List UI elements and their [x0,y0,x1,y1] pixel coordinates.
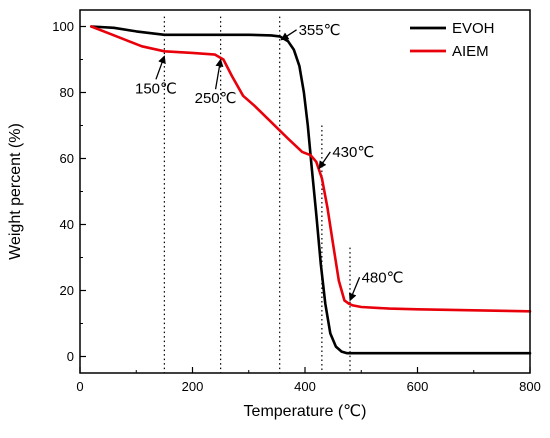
y-tick-label: 80 [60,85,74,100]
series-line-aiem [90,25,532,313]
annotation-arrow-3 [318,151,331,170]
plot-frame [79,9,531,374]
annotation-arrow-4 [348,277,361,302]
x-tick-label: 800 [519,379,541,394]
y-tick-label: 100 [52,19,74,34]
annotation-arrow-0 [155,55,166,80]
x-tick-label: 0 [76,379,83,394]
x-tick-label: 200 [182,379,204,394]
annotation-label-0: 150℃ [135,80,177,97]
y-tick-label: 20 [60,283,74,298]
annotation-label-2: 355℃ [299,22,341,39]
legend-label-aiem: AIEM [452,43,489,60]
annotations: 150℃ 250℃ 355℃ 430℃ 480℃ [135,22,404,302]
y-axis-title: Weight percent (%) [7,123,24,260]
x-tick-label: 600 [407,379,429,394]
y-tick-label: 60 [60,151,74,166]
legend-label-evoh: EVOH [452,20,495,37]
x-tick-label: 400 [294,379,316,394]
annotation-arrow-1 [214,58,224,90]
y-tick-label: 0 [67,349,74,364]
legend: EVOH AIEM [410,20,495,60]
annotation-arrow-2 [280,29,297,41]
plot-area [90,16,532,373]
annotation-label-1: 250℃ [195,90,237,107]
x-axis-title: Temperature (℃) [244,403,367,420]
annotation-label-4: 480℃ [362,269,404,286]
axes: 0 200 400 600 800 0 20 40 60 80 100 [52,9,541,394]
annotation-label-3: 430℃ [332,144,374,161]
series-line-evoh [90,25,532,355]
y-tick-label: 40 [60,217,74,232]
